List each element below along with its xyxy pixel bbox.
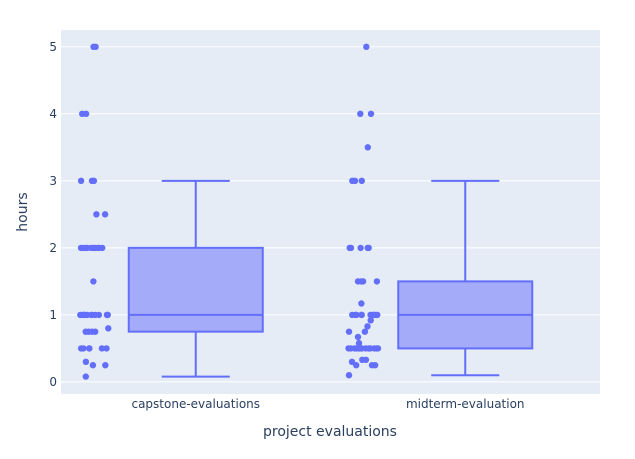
data-point-0-39	[98, 345, 106, 352]
data-point-1-11	[364, 244, 371, 252]
data-point-1-12	[373, 278, 381, 285]
data-point-1-55	[353, 362, 360, 369]
data-point-1-0	[363, 43, 370, 50]
data-point-0-17	[80, 244, 87, 252]
data-point-0-44	[82, 358, 90, 365]
y-tick-labels: 0 1 2 3 4 5	[49, 40, 57, 389]
data-point-0-26	[104, 311, 111, 319]
y-tick-label-4: 4	[49, 107, 57, 121]
data-point-0-42	[77, 345, 85, 352]
y-tick-label-3: 3	[49, 174, 57, 188]
data-point-1-34	[354, 333, 362, 341]
data-point-0-1	[92, 43, 99, 50]
data-point-1-24	[353, 311, 360, 319]
data-point-0-6	[77, 177, 85, 184]
data-point-0-7	[101, 211, 109, 218]
x-axis-title: project evaluations	[263, 424, 397, 440]
data-point-0-37	[85, 328, 92, 335]
iqr-box-0	[127, 246, 264, 333]
data-point-1-49	[371, 345, 378, 352]
data-point-0-36	[92, 328, 99, 335]
data-point-0-47	[82, 373, 90, 380]
data-point-0-3	[82, 110, 90, 118]
y-tick-label-1: 1	[49, 308, 57, 322]
data-point-1-29	[370, 311, 378, 319]
x-tick-label-1: midterm-evaluation	[406, 397, 525, 411]
data-point-1-16	[358, 300, 365, 307]
data-point-1-48	[358, 345, 366, 352]
data-point-0-18	[92, 244, 99, 252]
data-point-1-46	[347, 345, 355, 352]
data-point-1-15	[359, 278, 367, 285]
data-point-1-5	[351, 177, 359, 184]
data-point-0-43	[103, 345, 110, 352]
data-point-0-19	[90, 278, 97, 285]
y-tick-label-0: 0	[49, 375, 57, 389]
data-point-1-35	[355, 339, 363, 347]
data-point-1-19	[358, 311, 365, 319]
data-point-1-8	[346, 244, 353, 252]
data-point-0-32	[80, 311, 88, 319]
data-point-1-6	[358, 177, 365, 184]
boxes	[127, 179, 534, 378]
data-point-1-54	[371, 362, 379, 369]
data-point-1-30	[367, 317, 374, 324]
data-point-1-51	[359, 356, 366, 363]
data-point-0-5	[90, 177, 98, 184]
data-point-1-31	[364, 323, 371, 330]
y-axis-title: hours	[15, 192, 31, 231]
y-tick-label-5: 5	[49, 40, 57, 54]
data-point-1-1	[357, 110, 364, 118]
data-point-1-56	[345, 372, 353, 379]
box-capstone-evaluations	[127, 179, 264, 378]
data-point-1-32	[361, 328, 369, 335]
data-point-0-45	[102, 362, 109, 369]
x-tick-labels: capstone-evaluations midterm-evaluation	[131, 397, 524, 411]
data-points	[77, 43, 382, 380]
data-point-0-33	[105, 325, 112, 332]
data-point-1-9	[357, 244, 364, 252]
data-point-0-46	[89, 362, 97, 369]
x-tick-label-0: capstone-evaluations	[131, 397, 260, 411]
data-point-0-8	[93, 211, 100, 218]
data-point-1-3	[364, 144, 371, 151]
data-point-0-30	[95, 311, 103, 319]
y-tick-label-2: 2	[49, 241, 57, 255]
data-point-1-2	[367, 110, 375, 118]
box-midterm-evaluation	[397, 179, 534, 377]
data-point-1-33	[345, 328, 353, 335]
data-point-0-41	[86, 345, 93, 352]
